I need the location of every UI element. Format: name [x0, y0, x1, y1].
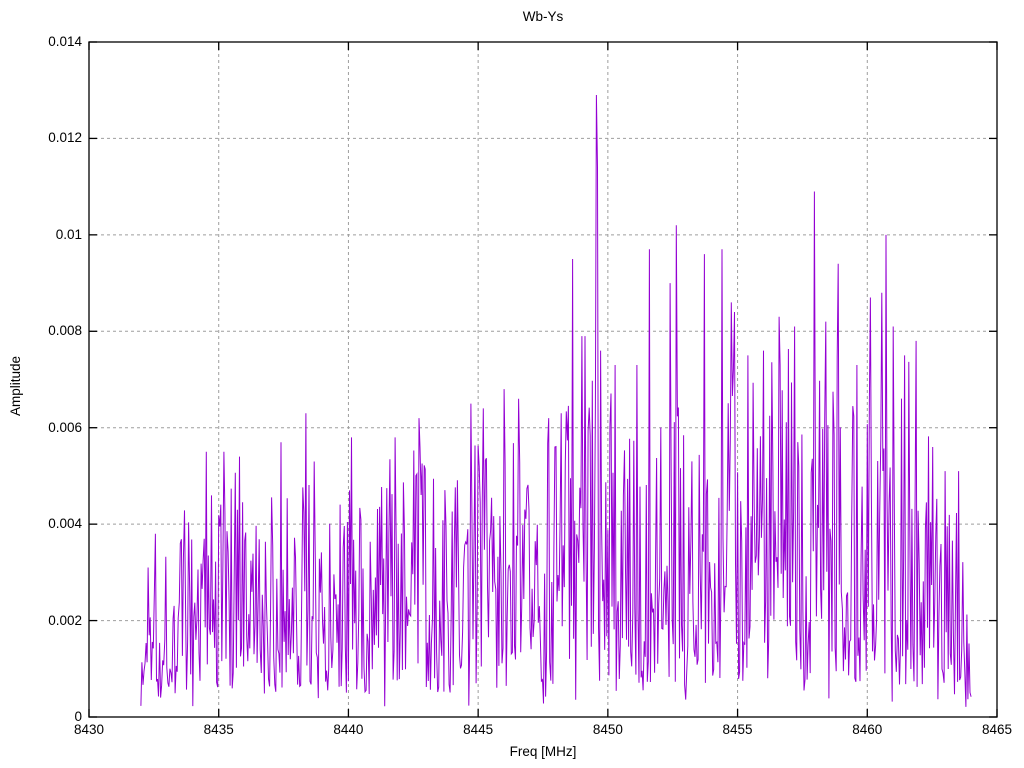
y-tick-label: 0.008: [48, 323, 82, 339]
spectrum-line: [140, 94, 972, 707]
y-tick-label: 0.01: [55, 226, 82, 242]
x-tick-label: 8460: [852, 722, 883, 737]
x-tick-label: 8435: [203, 722, 234, 737]
chart-title: Wb-Ys: [522, 9, 564, 24]
y-tick-label: 0: [74, 709, 82, 724]
plot-border: [88, 41, 998, 718]
y-tick-label: 0.002: [48, 612, 82, 628]
y-tick-label: 0.004: [48, 516, 82, 532]
x-tick-label: 8465: [981, 722, 1013, 737]
x-tick-label: 8440: [333, 722, 364, 737]
x-tick-label: 8445: [463, 722, 494, 737]
x-tick-label: 8430: [73, 722, 105, 737]
x-tick-label: 8455: [722, 722, 753, 737]
y-tick-label: 0.014: [48, 34, 82, 49]
y-tick-label: 0.012: [48, 130, 82, 146]
x-tick-label: 8450: [592, 722, 623, 737]
x-axis-label: Freq [MHz]: [509, 744, 577, 759]
y-tick-label: 0.006: [48, 419, 82, 435]
